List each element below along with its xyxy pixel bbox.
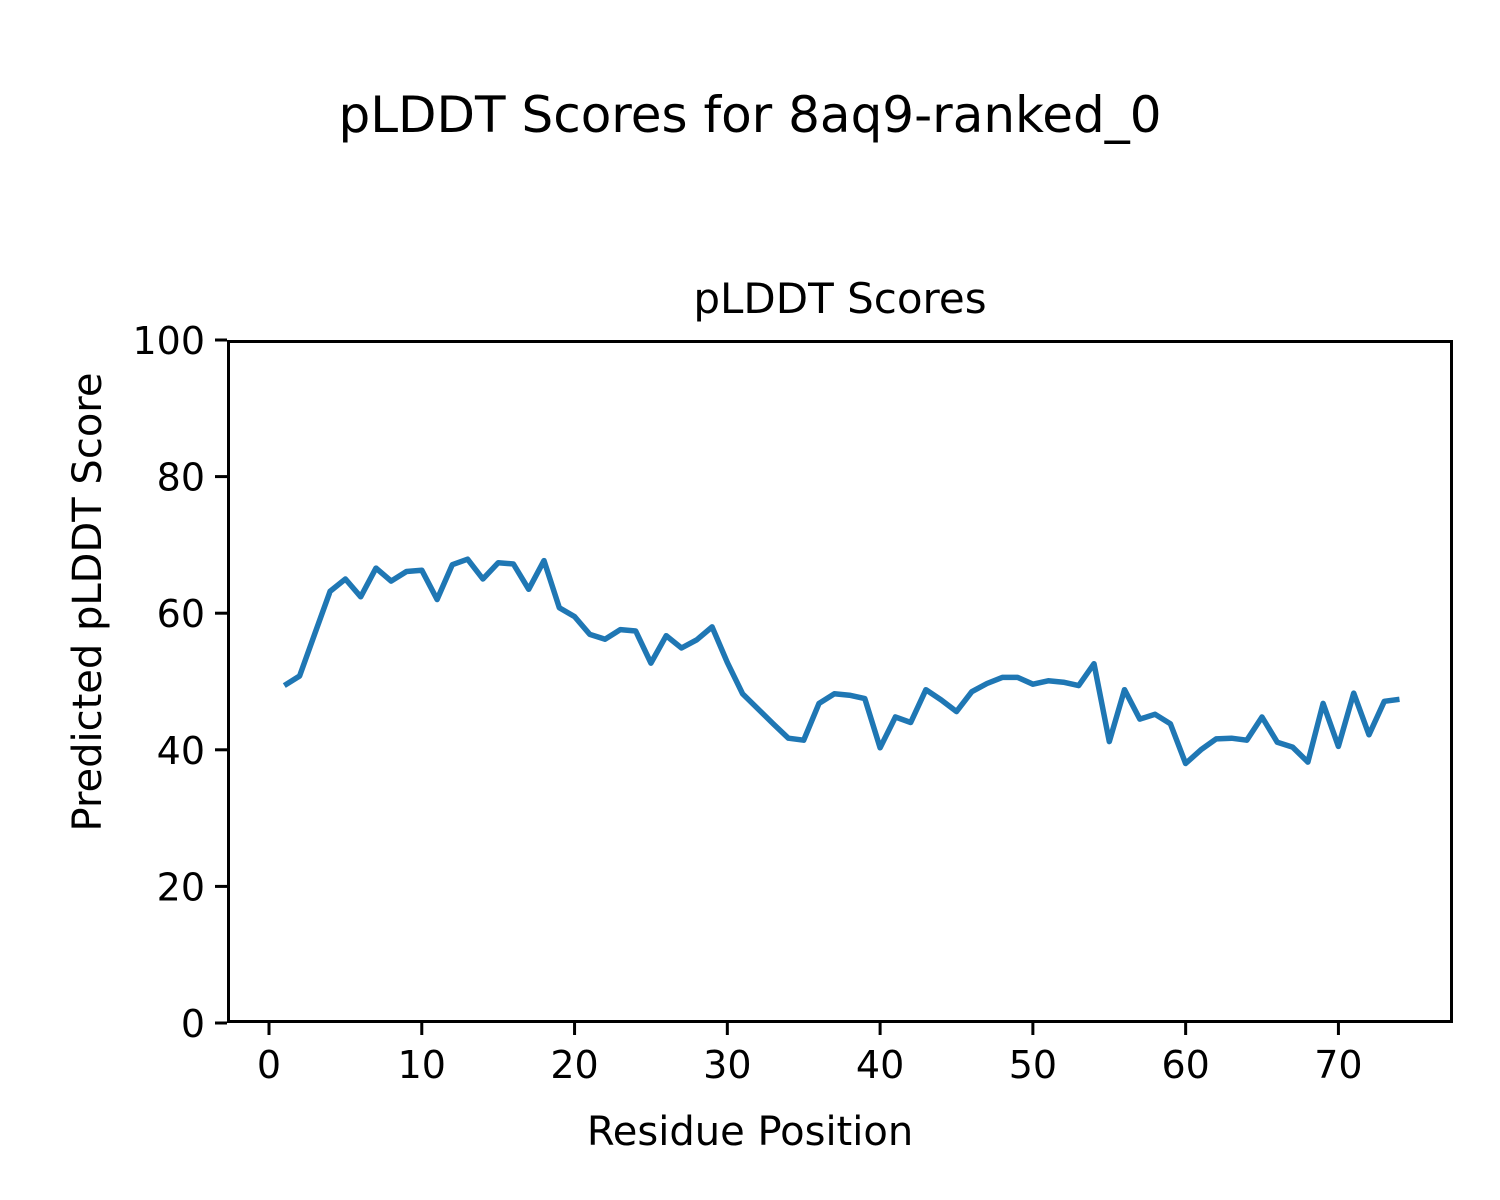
y-tick-label: 0 <box>181 1002 205 1046</box>
y-tick-label: 60 <box>157 592 205 636</box>
y-tick-label: 100 <box>132 319 205 363</box>
figure-title: pLDDT Scores for 8aq9-ranked_0 <box>338 86 1162 144</box>
x-tick-label: 40 <box>856 1043 904 1087</box>
x-tick-label: 20 <box>550 1043 598 1087</box>
x-axis-label: Residue Position <box>586 1109 914 1155</box>
axes-title: pLDDT Scores <box>693 274 987 323</box>
x-tick-label: 50 <box>1009 1043 1057 1087</box>
plddt-line <box>282 556 1400 767</box>
y-tick-label: 80 <box>157 456 205 500</box>
x-tick-label: 10 <box>398 1043 446 1087</box>
x-tick-label: 70 <box>1314 1043 1362 1087</box>
y-tick-label: 40 <box>157 729 205 773</box>
plot-border <box>227 340 1453 1023</box>
y-tick-label: 20 <box>157 865 205 909</box>
x-tick-label: 30 <box>703 1043 751 1087</box>
x-tick-label: 0 <box>257 1043 281 1087</box>
x-tick-label: 60 <box>1161 1043 1209 1087</box>
